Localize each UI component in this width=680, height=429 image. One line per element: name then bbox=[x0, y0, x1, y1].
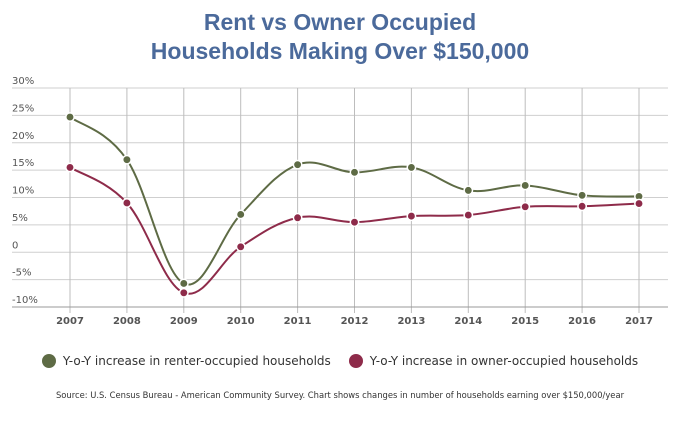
data-point-0 bbox=[235, 209, 246, 220]
data-point-1 bbox=[349, 217, 360, 228]
legend-item-owner: Y-o-Y increase in owner-occupied househo… bbox=[348, 354, 639, 368]
data-point-1 bbox=[235, 241, 246, 252]
chart-title-line-1: Rent vs Owner Occupied bbox=[203, 9, 477, 35]
y-tick-label: 10% bbox=[12, 186, 34, 197]
x-tick-label: 2016 bbox=[568, 316, 596, 327]
chart-title: Rent vs Owner Occupied Households Making… bbox=[0, 8, 680, 66]
data-point-0 bbox=[577, 190, 588, 201]
y-tick-label: -5% bbox=[12, 268, 31, 279]
x-tick-label: 2012 bbox=[341, 316, 369, 327]
y-tick-label: 0 bbox=[12, 240, 18, 251]
legend-label-renter: Y-o-Y increase in renter-occupied househ… bbox=[62, 354, 331, 368]
y-tick-label: 30% bbox=[12, 76, 34, 87]
x-tick-label: 2009 bbox=[170, 316, 198, 327]
data-point-1 bbox=[463, 210, 474, 220]
y-tick-label: 25% bbox=[12, 103, 34, 114]
chart-title-line-2: Households Making Over $150,000 bbox=[150, 38, 530, 64]
data-point-1 bbox=[178, 287, 189, 298]
legend-marker-owner bbox=[348, 354, 363, 368]
legend-label-owner: Y-o-Y increase in owner-occupied househo… bbox=[369, 354, 639, 368]
line-chart: 30% 25% 20% 15% 10% 5% 0 -5% -10% 2007 2008 2009 201… bbox=[12, 76, 668, 327]
data-point-1 bbox=[520, 201, 531, 212]
data-point-1 bbox=[121, 198, 132, 208]
data-point-1 bbox=[634, 198, 644, 209]
legend-item-renter: Y-o-Y increase in renter-occupied househ… bbox=[41, 354, 331, 368]
legend-marker-renter bbox=[41, 354, 56, 368]
data-point-0 bbox=[463, 185, 474, 196]
data-point-0 bbox=[292, 159, 303, 170]
y-tick-label: 5% bbox=[12, 213, 28, 224]
y-tick-label: -10% bbox=[12, 295, 38, 306]
x-tick-label: 2015 bbox=[511, 316, 539, 327]
y-tick-label: 20% bbox=[12, 131, 34, 142]
data-point-0 bbox=[406, 162, 417, 173]
series-line-1 bbox=[69, 166, 640, 295]
y-tick-label: 15% bbox=[12, 158, 34, 169]
data-point-0 bbox=[65, 112, 75, 122]
x-tick-label: 2008 bbox=[113, 316, 141, 327]
data-point-0 bbox=[349, 167, 360, 178]
x-tick-label: 2017 bbox=[625, 316, 653, 327]
x-tick-label: 2007 bbox=[56, 316, 84, 327]
x-tick-label: 2014 bbox=[454, 316, 482, 327]
source-note: Source: U.S. Census Bureau - American Co… bbox=[55, 390, 625, 400]
data-point-1 bbox=[577, 201, 588, 212]
data-point-1 bbox=[65, 162, 75, 173]
data-point-0 bbox=[121, 154, 132, 165]
data-point-1 bbox=[292, 212, 303, 223]
legend: Y-o-Y increase in renter-occupied househ… bbox=[0, 354, 680, 368]
data-point-0 bbox=[178, 278, 189, 289]
x-tick-label: 2013 bbox=[397, 316, 425, 327]
x-tick-label: 2011 bbox=[284, 316, 312, 327]
data-point-1 bbox=[406, 211, 417, 222]
data-point-0 bbox=[520, 180, 531, 191]
x-tick-label: 2010 bbox=[227, 316, 255, 327]
